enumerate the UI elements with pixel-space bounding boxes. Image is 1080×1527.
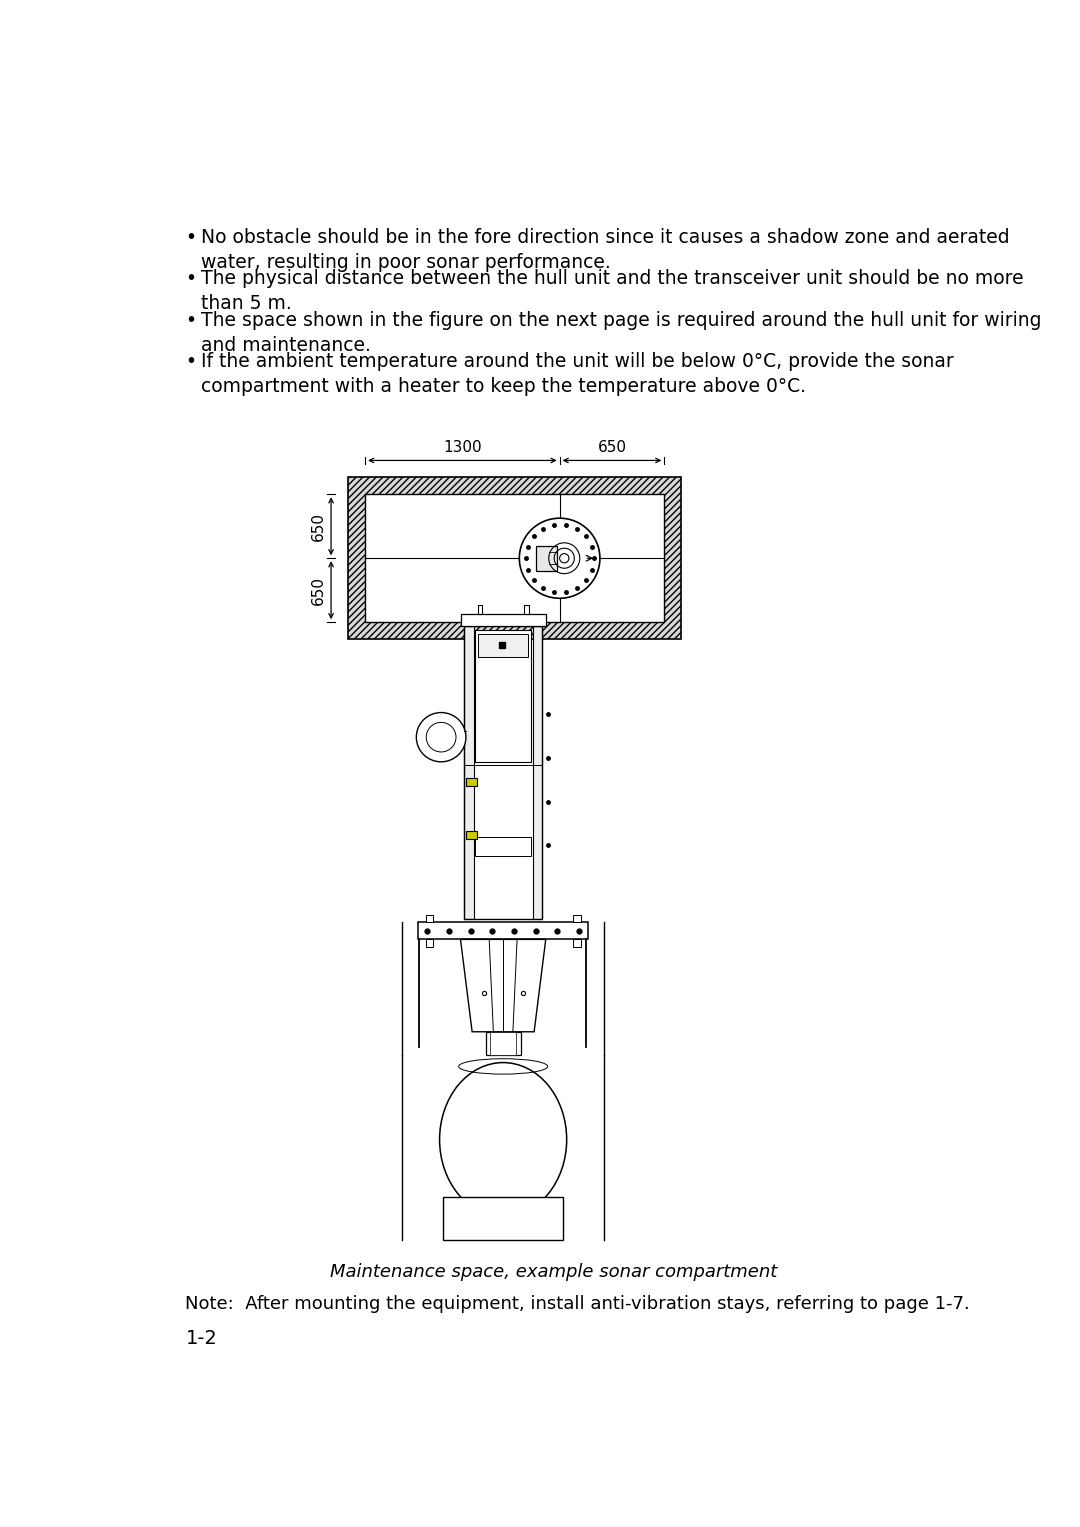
Text: 650: 650 bbox=[311, 512, 326, 541]
Bar bbox=[537, 547, 556, 571]
Bar bbox=[486, 1032, 521, 1055]
Bar bbox=[348, 478, 681, 640]
Text: The physical distance between the hull unit and the transceiver unit should be n: The physical distance between the hull u… bbox=[201, 269, 1024, 313]
Text: 650: 650 bbox=[597, 440, 626, 455]
Text: •: • bbox=[186, 353, 197, 371]
Ellipse shape bbox=[440, 1063, 567, 1217]
Text: 1-2: 1-2 bbox=[186, 1328, 217, 1348]
Bar bbox=[443, 1197, 563, 1240]
Text: 650: 650 bbox=[311, 576, 326, 605]
Bar bbox=[524, 605, 529, 614]
Text: •: • bbox=[186, 228, 197, 247]
Polygon shape bbox=[460, 939, 545, 1032]
Bar bbox=[418, 922, 589, 939]
Text: Note:  After mounting the equipment, install anti-vibration stays, referring to : Note: After mounting the equipment, inst… bbox=[186, 1295, 970, 1313]
Bar bbox=[490, 1032, 516, 1055]
Text: •: • bbox=[186, 312, 197, 330]
Bar bbox=[572, 939, 581, 947]
Bar bbox=[478, 634, 528, 657]
Bar bbox=[426, 915, 433, 922]
Bar bbox=[465, 831, 476, 838]
Text: No obstacle should be in the fore direction since it causes a shadow zone and ae: No obstacle should be in the fore direct… bbox=[201, 228, 1010, 272]
Bar bbox=[532, 626, 542, 919]
Text: If the ambient temperature around the unit will be below 0°C, provide the sonar
: If the ambient temperature around the un… bbox=[201, 353, 954, 397]
Bar bbox=[465, 779, 476, 786]
Bar bbox=[572, 915, 581, 922]
Bar bbox=[475, 629, 531, 762]
Bar bbox=[460, 614, 545, 626]
Bar bbox=[475, 837, 531, 857]
Bar bbox=[426, 939, 433, 947]
Text: 1300: 1300 bbox=[443, 440, 482, 455]
Text: •: • bbox=[186, 269, 197, 289]
Circle shape bbox=[416, 713, 465, 762]
Bar bbox=[365, 495, 664, 621]
Bar bbox=[477, 605, 482, 614]
Text: The space shown in the figure on the next page is required around the hull unit : The space shown in the figure on the nex… bbox=[201, 312, 1041, 354]
Bar bbox=[464, 626, 542, 919]
Ellipse shape bbox=[519, 518, 599, 599]
Bar bbox=[464, 626, 474, 919]
Text: Maintenance space, example sonar compartment: Maintenance space, example sonar compart… bbox=[329, 1263, 778, 1281]
